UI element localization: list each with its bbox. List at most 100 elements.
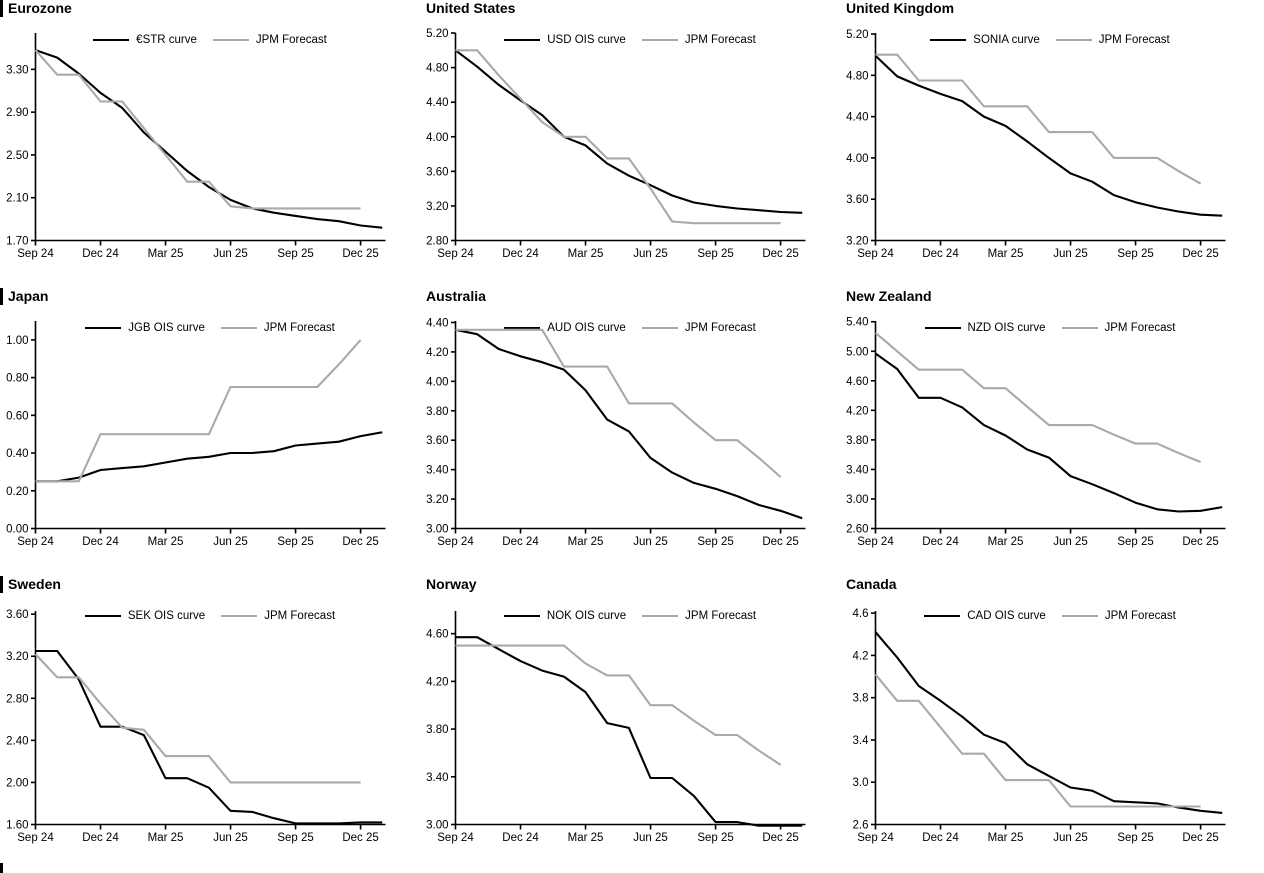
chart-united-states: United States USD OIS curve JPM Forecast… [420, 0, 840, 288]
y-tick-label: 3.60 [6, 609, 28, 621]
y-tick-label: 5.20 [846, 29, 868, 41]
y-tick-label: 3.8 [853, 693, 869, 705]
ois-line [455, 328, 803, 520]
axis-lines [34, 321, 386, 530]
chart-title: Australia [426, 288, 486, 304]
axis-lines [874, 33, 1226, 242]
y-tick-label: 3.80 [846, 435, 868, 447]
x-tick-label: Mar 25 [988, 248, 1024, 260]
y-tick-label: 3.40 [426, 465, 448, 477]
y-tick-label: 1.70 [6, 236, 28, 248]
forecast-line [34, 49, 361, 210]
y-tick-label: 4.2 [853, 650, 869, 662]
ois-line [874, 352, 1223, 513]
x-tick-label: Dec 25 [342, 248, 378, 260]
ois-line [874, 54, 1223, 217]
chart-australia: Australia AUD OIS curve JPM Forecast 3.0… [420, 288, 840, 576]
y-tick-label: 4.80 [426, 63, 448, 75]
chart-canvas: 0.00 0.20 0.40 0.60 0.80 1.00 Sep 24 Dec 24 Mar … [6, 321, 386, 548]
axis-lines [34, 611, 386, 826]
chart-new-zealand: New Zealand NZD OIS curve JPM Forecast 2… [840, 288, 1264, 576]
ois-line [455, 636, 803, 827]
chart-title: New Zealand [846, 288, 932, 304]
x-tick-label: Jun 25 [1053, 832, 1088, 844]
x-tick-label: Jun 25 [213, 536, 248, 548]
x-tick-label: Dec 25 [342, 536, 378, 548]
x-tick-label: Jun 25 [633, 832, 668, 844]
chart-canada: Canada CAD OIS curve JPM Forecast 2.6 3.0… [840, 576, 1264, 873]
y-tick-label: 4.40 [426, 317, 448, 329]
y-tick-label: 5.00 [846, 346, 868, 358]
x-tick-label: Mar 25 [148, 832, 184, 844]
x-tick-label: Sep 25 [697, 536, 733, 548]
x-tick-label: Mar 25 [568, 536, 604, 548]
chart-title: Sweden [0, 576, 61, 593]
x-tick-label: Dec 24 [82, 248, 119, 260]
chart-united-kingdom: United Kingdom SONIA curve JPM Forecast … [840, 0, 1264, 288]
x-tick-label: Sep 24 [857, 248, 894, 260]
y-tick-label: 2.80 [6, 693, 28, 705]
y-tick-label: 2.80 [426, 236, 448, 248]
chart-eurozone: Eurozone €STR curve JPM Forecast 1.70 2.1… [0, 0, 420, 288]
ois-line [874, 631, 1223, 814]
x-tick-label: Sep 24 [17, 832, 54, 844]
ois-line [35, 649, 383, 825]
x-tick-label: Dec 24 [922, 536, 959, 548]
y-tick-label: 5.40 [846, 317, 868, 329]
x-tick-label: Sep 25 [277, 536, 313, 548]
y-tick-label: 3.60 [846, 194, 868, 206]
chart-title: Canada [846, 576, 897, 592]
y-tick-label: 4.60 [426, 629, 448, 641]
x-tick-label: Dec 24 [82, 832, 119, 844]
y-tick-label: 0.60 [6, 410, 28, 422]
y-tick-label: 1.00 [6, 335, 28, 347]
forecast-line [455, 49, 781, 225]
x-tick-label: Dec 24 [502, 536, 539, 548]
y-tick-label: 2.40 [6, 735, 28, 747]
y-tick-label: 3.0 [853, 777, 869, 789]
y-tick-label: 4.80 [846, 70, 868, 82]
y-tick-label: 4.6 [853, 608, 869, 620]
ois-line [454, 49, 803, 214]
y-tick-label: 1.60 [6, 820, 28, 832]
x-tick-label: Dec 24 [922, 832, 959, 844]
x-tick-label: Sep 24 [17, 536, 54, 548]
y-tick-label: 3.20 [846, 236, 868, 248]
x-tick-label: Dec 24 [82, 536, 119, 548]
x-tick-label: Dec 25 [1182, 248, 1218, 260]
x-tick-label: Mar 25 [988, 536, 1024, 548]
y-tick-label: 3.30 [6, 64, 28, 76]
x-tick-label: Sep 25 [697, 832, 733, 844]
y-tick-label: 3.80 [426, 406, 448, 418]
x-tick-label: Sep 25 [277, 248, 313, 260]
chart-norway: Norway NOK OIS curve JPM Forecast 3.00 3.… [420, 576, 840, 873]
y-tick-label: 4.00 [426, 132, 448, 144]
chart-canvas: 1.70 2.10 2.50 2.90 3.30 Sep 24 Dec 24 Mar 25 Ju… [6, 33, 386, 260]
x-tick-label: Dec 25 [762, 536, 798, 548]
y-tick-label: 0.20 [6, 486, 28, 498]
x-tick-label: Sep 24 [437, 248, 474, 260]
x-tick-label: Sep 24 [437, 536, 474, 548]
y-tick-label: 2.6 [853, 820, 869, 832]
axis-lines [454, 611, 806, 826]
chart-canvas: 1.60 2.00 2.40 2.80 3.20 3.60 Sep 24 Dec 24 Mar … [6, 609, 386, 844]
y-tick-label: 3.00 [846, 494, 868, 506]
y-tick-label: 0.80 [6, 373, 28, 385]
y-tick-label: 2.60 [846, 524, 868, 536]
ois-line [35, 49, 383, 229]
y-tick-label: 2.50 [6, 150, 28, 162]
y-tick-label: 3.60 [426, 166, 448, 178]
y-tick-label: 5.20 [426, 28, 448, 40]
chart-canvas: 2.80 3.20 3.60 4.00 4.40 4.80 5.20 Sep 24 Dec 24… [426, 28, 806, 260]
forecast-line [455, 644, 782, 766]
y-tick-label: 3.20 [426, 201, 448, 213]
x-tick-label: Dec 24 [502, 248, 539, 260]
x-tick-label: Dec 24 [922, 248, 959, 260]
x-tick-label: Sep 24 [857, 536, 894, 548]
y-tick-label: 4.20 [426, 676, 448, 688]
ois-line [35, 431, 383, 483]
x-tick-label: Sep 25 [1117, 248, 1153, 260]
x-tick-label: Sep 25 [697, 248, 733, 260]
y-tick-label: 3.00 [426, 820, 448, 832]
